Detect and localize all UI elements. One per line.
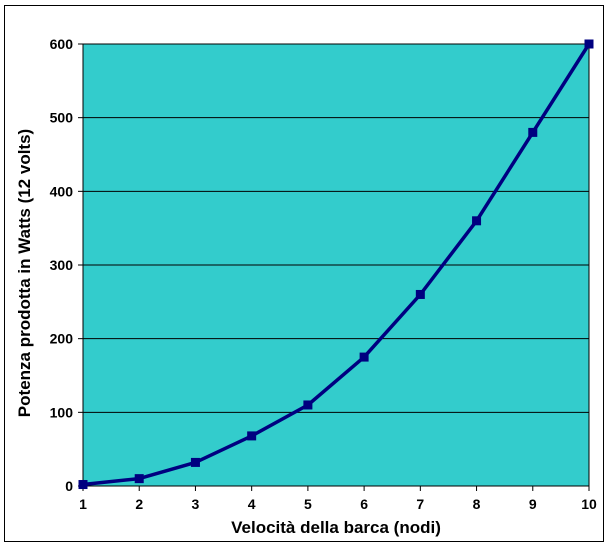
y-tick-label: 500 [50,110,74,126]
data-point [134,474,144,484]
y-tick-label: 200 [50,331,74,347]
x-tick-label: 6 [360,496,368,512]
x-tick-label: 2 [135,496,143,512]
gridlines [83,43,589,487]
y-axis-title: Potenza prodotta in Watts (12 volts) [15,129,34,417]
x-tick-label: 1 [79,496,87,512]
x-tick-label: 9 [529,496,537,512]
data-point [528,127,538,137]
data-point [78,480,88,490]
x-tick-label: 4 [248,496,256,512]
x-tick-label: 7 [416,496,424,512]
x-tick-label: 8 [473,496,481,512]
chart-frame: 0 100 200 300 400 500 600 1 2 3 4 5 6 7 8 9 10 Velocità… [4,5,604,542]
y-tick-label: 400 [50,183,74,199]
data-point [190,457,200,467]
data-point [303,400,313,410]
x-tick-label: 5 [304,496,312,512]
y-tick-label: 600 [50,36,74,52]
y-tick-label: 300 [50,257,74,273]
x-tick-label: 10 [581,496,597,512]
data-point [584,39,594,49]
data-point [359,352,369,362]
data-point [415,289,425,299]
data-point [247,431,257,441]
x-axis-ticks: 1 2 3 4 5 6 7 8 9 10 [79,486,597,512]
line-chart: 0 100 200 300 400 500 600 1 2 3 4 5 6 7 8 9 10 Velocità… [15,36,597,537]
series-markers [78,39,594,490]
data-point [472,216,482,226]
y-tick-label: 0 [65,478,73,494]
x-axis-title: Velocità della barca (nodi) [231,518,441,537]
series-line [82,43,591,487]
y-axis-ticks: 0 100 200 300 400 500 600 [50,36,83,494]
x-tick-label: 3 [192,496,200,512]
y-tick-label: 100 [50,404,74,420]
